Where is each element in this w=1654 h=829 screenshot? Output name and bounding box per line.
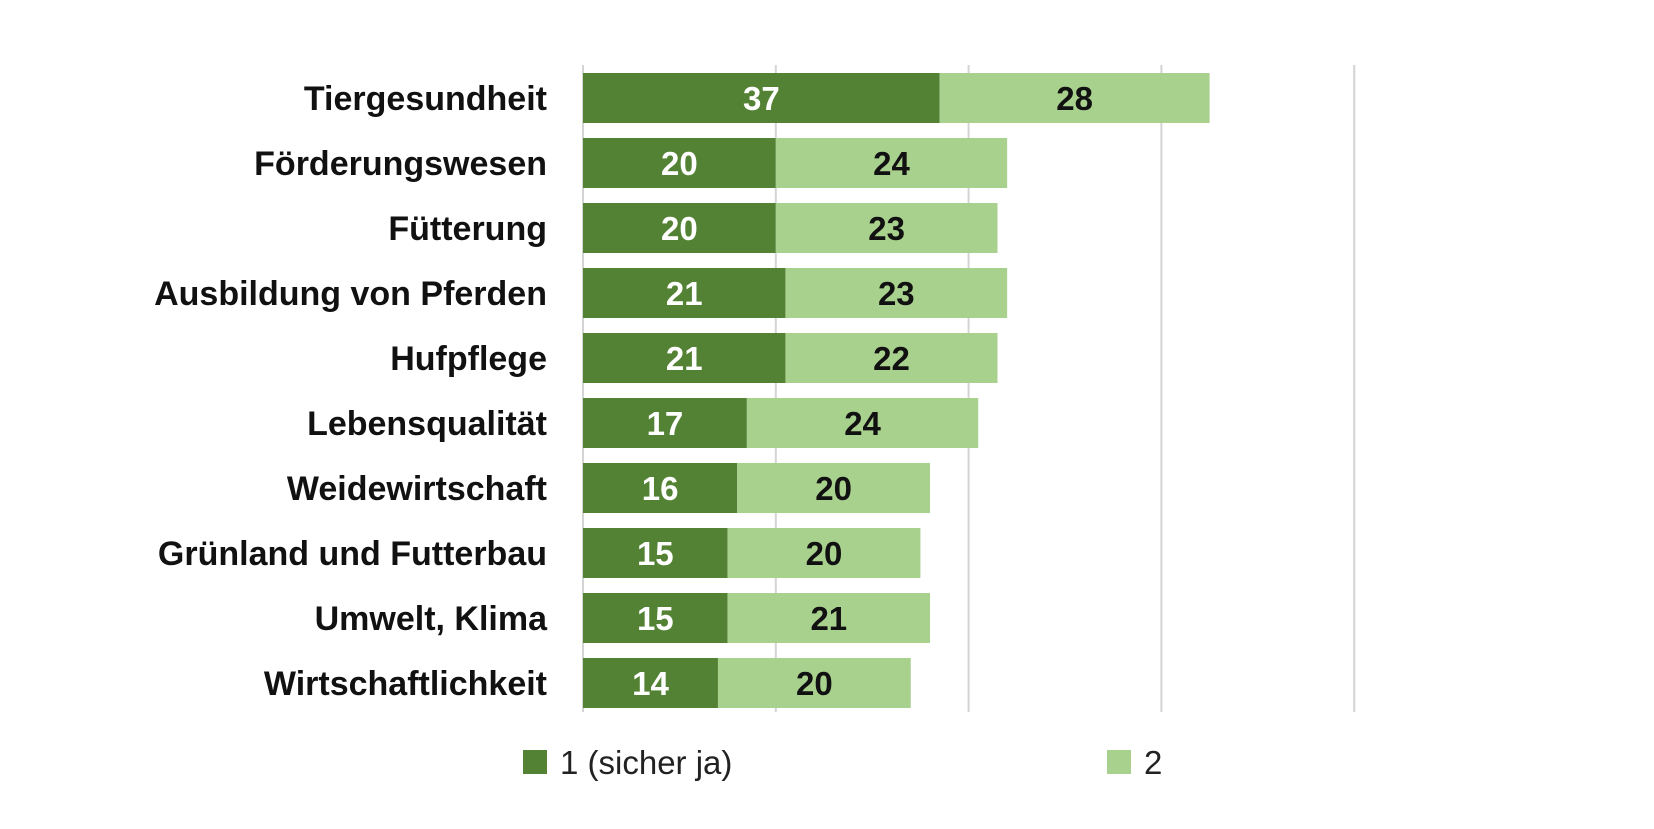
bar-lebensqualitaet-series-2 — [746, 398, 979, 448]
data-label-fuetterung-series-2: 23 — [868, 210, 905, 247]
bar-ausbildung-von-pferden-series-1 — [583, 268, 786, 318]
category-label-ausbildung-von-pferden: Ausbildung von Pferden — [154, 275, 547, 313]
data-label-lebensqualitaet-series-1: 17 — [647, 405, 684, 442]
legend-label-2: 2 — [1144, 744, 1162, 781]
category-label-hufpflege: Hufpflege — [390, 340, 547, 378]
legend-swatch-1 — [523, 750, 547, 774]
category-label-tiergesundheit: Tiergesundheit — [304, 80, 547, 118]
bar-wirtschaftlichkeit-series-2 — [717, 658, 911, 708]
bar-ausbildung-von-pferden-series-2 — [785, 268, 1008, 318]
data-label-foerderungswesen-series-2: 24 — [873, 145, 910, 182]
data-label-gruenland-und-futterbau-series-1: 15 — [637, 535, 674, 572]
bar-umwelt-klima-series-2 — [727, 593, 931, 643]
bar-tiergesundheit-series-2 — [939, 73, 1210, 123]
bar-foerderungswesen-series-1 — [583, 138, 776, 188]
bar-lebensqualitaet-series-1 — [583, 398, 747, 448]
data-label-ausbildung-von-pferden-series-1: 21 — [666, 275, 703, 312]
data-label-wirtschaftlichkeit-series-1: 14 — [632, 665, 669, 702]
category-label-umwelt-klima: Umwelt, Klima — [315, 600, 548, 638]
data-label-tiergesundheit-series-1: 37 — [743, 80, 780, 117]
bar-fuetterung-series-2 — [775, 203, 998, 253]
data-label-umwelt-klima-series-1: 15 — [637, 600, 674, 637]
data-label-wirtschaftlichkeit-series-2: 20 — [796, 665, 833, 702]
bar-fuetterung-series-1 — [583, 203, 776, 253]
category-label-fuetterung: Fütterung — [388, 210, 547, 248]
category-label-foerderungswesen: Förderungswesen — [254, 145, 547, 183]
data-label-umwelt-klima-series-2: 21 — [810, 600, 847, 637]
category-label-weidewirtschaft: Weidewirtschaft — [287, 470, 547, 508]
legend-label-1: 1 (sicher ja) — [560, 744, 732, 781]
legend: 1 (sicher ja) 2 — [523, 744, 1162, 781]
legend-swatch-2 — [1107, 750, 1131, 774]
data-label-weidewirtschaft-series-2: 20 — [815, 470, 852, 507]
bar-weidewirtschaft-series-1 — [583, 463, 738, 513]
data-label-gruenland-und-futterbau-series-2: 20 — [806, 535, 843, 572]
bar-umwelt-klima-series-1 — [583, 593, 728, 643]
bar-gruenland-und-futterbau-series-2 — [727, 528, 921, 578]
data-label-hufpflege-series-1: 21 — [666, 340, 703, 377]
bar-hufpflege-series-1 — [583, 333, 786, 383]
category-label-wirtschaftlichkeit: Wirtschaftlichkeit — [264, 665, 547, 703]
bar-hufpflege-series-2 — [785, 333, 998, 383]
data-label-foerderungswesen-series-1: 20 — [661, 145, 698, 182]
category-label-gruenland-und-futterbau: Grünland und Futterbau — [158, 535, 547, 573]
bar-gruenland-und-futterbau-series-1 — [583, 528, 728, 578]
data-label-lebensqualitaet-series-2: 24 — [844, 405, 881, 442]
data-label-fuetterung-series-1: 20 — [661, 210, 698, 247]
data-label-tiergesundheit-series-2: 28 — [1056, 80, 1093, 117]
bar-weidewirtschaft-series-2 — [737, 463, 931, 513]
bar-tiergesundheit-series-1 — [583, 73, 940, 123]
bar-wirtschaftlichkeit-series-1 — [583, 658, 718, 708]
data-label-hufpflege-series-2: 22 — [873, 340, 910, 377]
category-label-lebensqualitaet: Lebensqualität — [307, 405, 547, 443]
bar-foerderungswesen-series-2 — [775, 138, 1008, 188]
data-label-weidewirtschaft-series-1: 16 — [642, 470, 679, 507]
category-labels: Tiergesundheit Förderungswesen Fütterung Au… — [154, 80, 548, 703]
bars: 37 28 20 24 20 23 21 23 21 22 17 24 16 20 15 20 15 21 14 20 — [583, 73, 1210, 708]
data-label-ausbildung-von-pferden-series-2: 23 — [878, 275, 915, 312]
